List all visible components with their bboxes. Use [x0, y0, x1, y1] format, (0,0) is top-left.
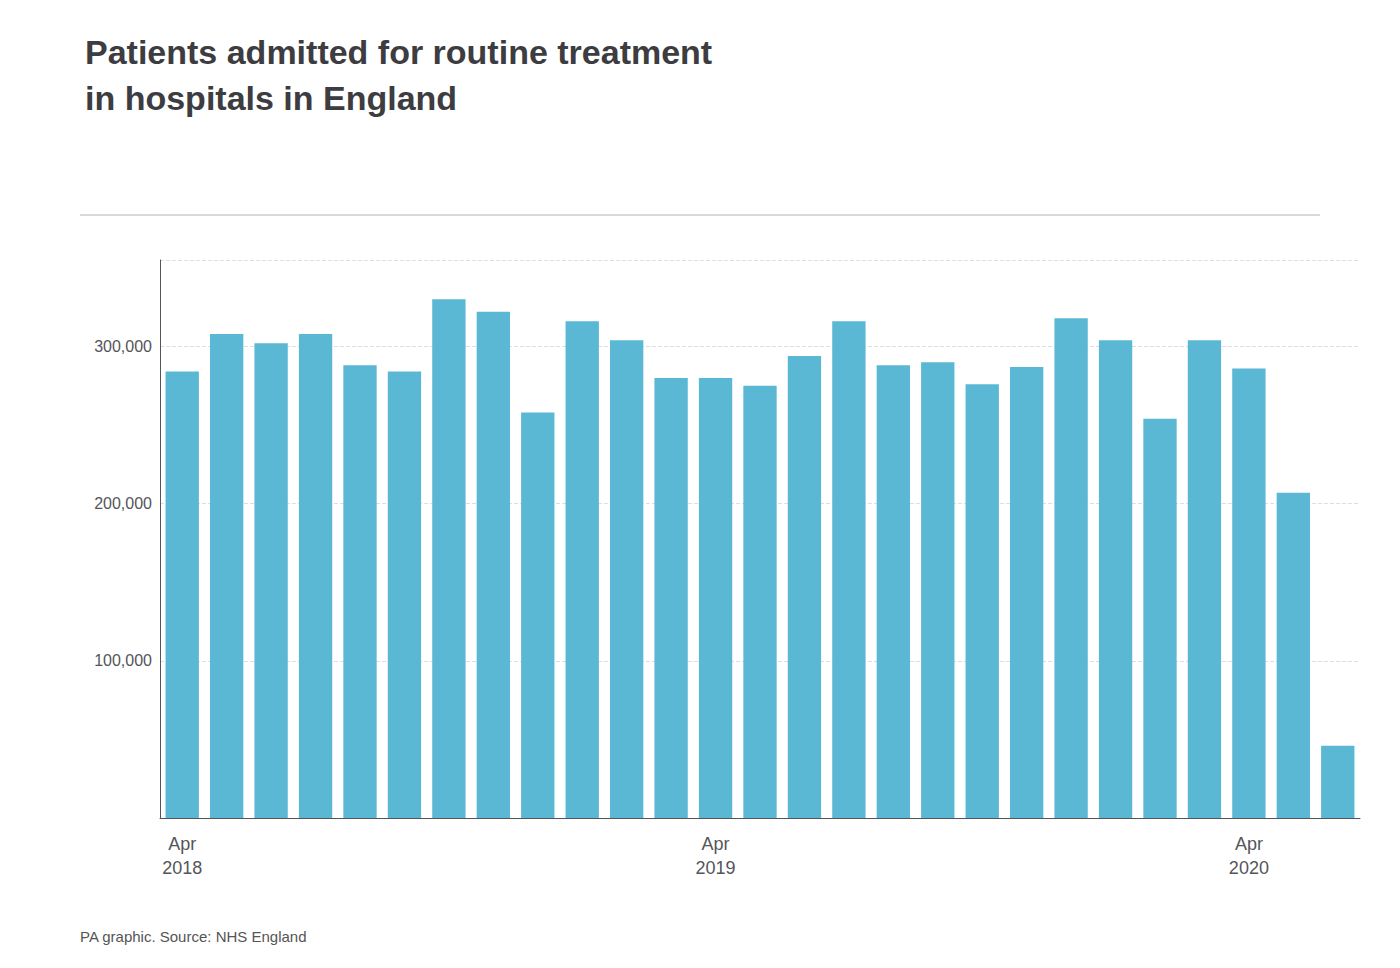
svg-text:PA graphic. Source: NHS Englan: PA graphic. Source: NHS England: [80, 928, 307, 945]
svg-text:Apr: Apr: [702, 834, 730, 854]
svg-text:Apr: Apr: [1235, 834, 1263, 854]
svg-text:2020: 2020: [1229, 858, 1269, 878]
svg-text:Apr: Apr: [168, 834, 196, 854]
svg-text:300,000: 300,000: [94, 338, 152, 355]
svg-text:200,000: 200,000: [94, 495, 152, 512]
svg-text:in hospitals in England: in hospitals in England: [85, 79, 457, 117]
svg-text:Patients admitted for routine: Patients admitted for routine treatment: [85, 33, 712, 71]
svg-text:2019: 2019: [696, 858, 736, 878]
svg-text:2018: 2018: [162, 858, 202, 878]
svg-text:100,000: 100,000: [94, 652, 152, 669]
